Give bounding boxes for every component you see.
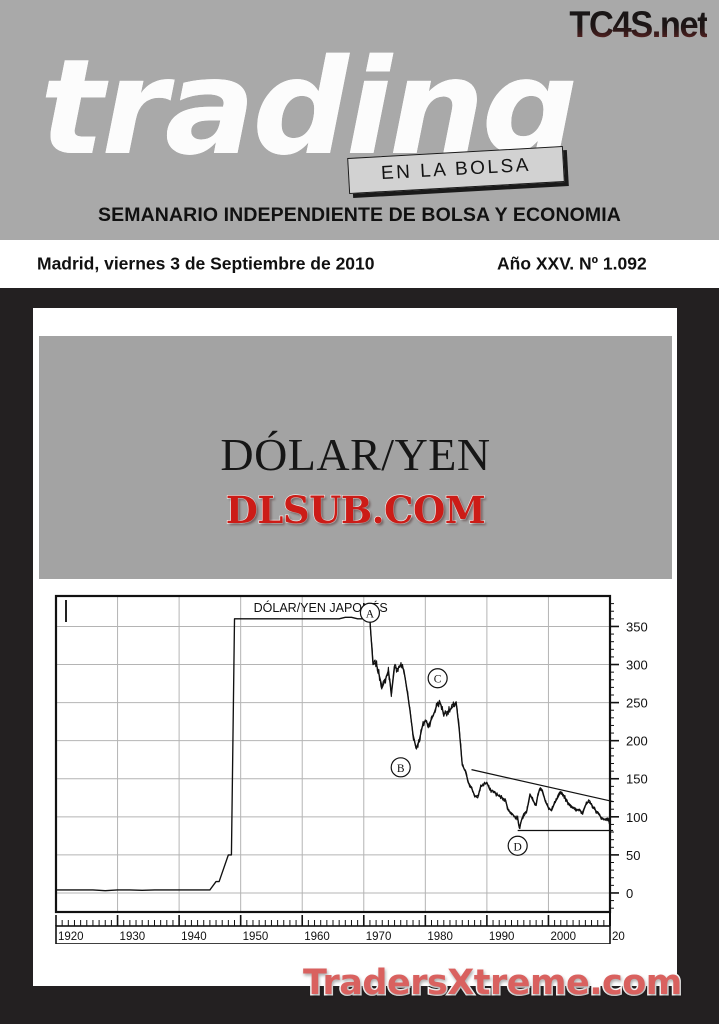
brand-banner-label: EN LA BOLSA	[380, 154, 532, 185]
chart-annotation-B: B	[390, 757, 411, 778]
tc4s-site-badge: TC4S.net	[569, 4, 708, 45]
chart-y-tick-label: 100	[626, 810, 648, 825]
chart-y-tick-label: 50	[626, 848, 640, 863]
chart-x-tick-label: 2000	[550, 931, 576, 943]
chart-price-volatility	[369, 619, 611, 830]
chart-annotation-label: A	[366, 608, 375, 620]
masthead: TC4S.net trading EN LA BOLSA SEMANARIO I…	[0, 0, 719, 240]
page-title: DÓLAR/YEN	[220, 429, 491, 480]
chart-x-tick-label: 1950	[243, 931, 269, 943]
chart-container: 0 50 100 150 200 250 300 350 1920 1930 1940 1950 196…	[54, 594, 658, 944]
chart-trendline-descending-resistance	[471, 769, 614, 803]
chart-y-tick-label: 300	[626, 658, 648, 673]
chart-plot-background	[56, 596, 610, 912]
publication-date: Madrid, viernes 3 de Septiembre de 2010	[37, 253, 375, 274]
chart-title: DÓLAR/YEN JAPONÉS	[254, 600, 388, 615]
chart-x-tick-label: 1920	[58, 931, 84, 943]
date-bar: Madrid, viernes 3 de Septiembre de 2010 …	[0, 240, 719, 288]
chart-x-tick-label: 1960	[304, 931, 330, 943]
chart-annotation-label: D	[514, 841, 522, 853]
chart-y-tick-label: 150	[626, 772, 648, 787]
chart-annotation-circle	[390, 757, 411, 778]
chart-x-tick-label: 20	[612, 931, 625, 943]
chart-annotation-circle	[507, 835, 528, 856]
chart-annotation-C: C	[427, 668, 448, 689]
chart-x-tick-label: 1930	[120, 931, 146, 943]
chart-annotation-label: C	[434, 674, 442, 686]
issue-number: Año XXV. Nº 1.092	[497, 253, 647, 274]
chart-y-tick-label: 200	[626, 734, 648, 749]
cover-title-block: DÓLAR/YEN DLSUB.COM	[39, 336, 672, 579]
chart-x-tick-label: 1940	[181, 931, 207, 943]
chart-annotation-circle	[427, 668, 448, 689]
chart-y-tick-label: 250	[626, 696, 648, 711]
chart-annotation-D: D	[507, 835, 528, 856]
chart-annotation-label: B	[397, 763, 405, 775]
dlsub-watermark: DLSUB.COM	[225, 487, 486, 532]
chart-x-tick-label: 1980	[427, 931, 453, 943]
chart-x-tick-label: 1970	[366, 931, 392, 943]
chart-y-tick-label: 350	[626, 619, 648, 634]
tradersxtreme-watermark: TradersXtreme.com	[302, 962, 684, 1005]
chart-y-tick-label: 0	[626, 886, 633, 901]
chart-x-tick-label: 1990	[489, 931, 515, 943]
dollar-yen-chart: 0 50 100 150 200 250 300 350 1920 1930 1940 1950 196…	[54, 594, 648, 944]
masthead-tagline: SEMANARIO INDEPENDIENTE DE BOLSA Y ECONO…	[98, 204, 621, 226]
chart-annotation-circle	[359, 602, 381, 623]
chart-annotation-A: A	[359, 602, 381, 623]
